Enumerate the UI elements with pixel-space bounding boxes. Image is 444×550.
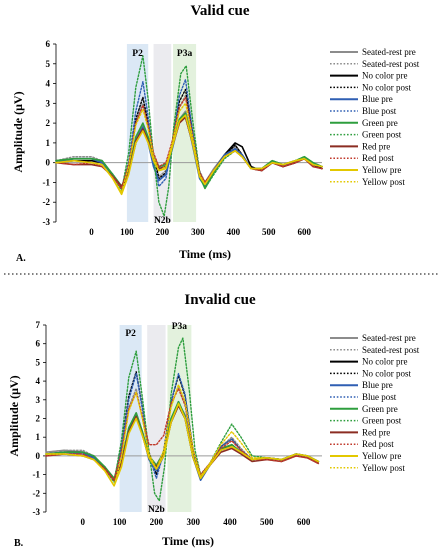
panel-title: Invalid cue <box>184 292 256 308</box>
y-tick-label: 7 <box>36 320 41 330</box>
window-n2b <box>153 44 172 222</box>
valid-cue-panel: Valid cue A. Time (ms) Amplitude (μV) -3… <box>11 3 420 264</box>
series-line <box>55 102 323 194</box>
y-tick-label: 6 <box>46 39 51 49</box>
panel-label: A. <box>16 253 26 264</box>
y-axis-label: Amplitude (μV) <box>7 375 21 456</box>
component-label: P2 <box>125 329 136 339</box>
legend-label: Red post <box>362 153 394 163</box>
y-tick-label: 4 <box>46 79 51 89</box>
x-tick-label: 200 <box>150 517 164 527</box>
panel-title: Valid cue <box>190 3 249 19</box>
legend-label: Red post <box>362 439 394 449</box>
x-tick-label: 0 <box>89 227 94 237</box>
y-tick-label: 0 <box>46 158 51 168</box>
x-tick-label: 100 <box>113 517 127 527</box>
y-tick-label: -1 <box>43 177 51 187</box>
legend-label: Yellow post <box>362 463 405 473</box>
x-tick-label: 600 <box>298 227 312 237</box>
y-tick-label: -2 <box>33 488 41 498</box>
x-tick-label: 500 <box>260 517 274 527</box>
y-tick-label: 2 <box>46 118 51 128</box>
legend-label: No color pre <box>362 71 407 81</box>
legend-label: Blue pre <box>362 380 393 390</box>
legend-label: Yellow post <box>362 177 405 187</box>
component-label: P2 <box>132 49 143 59</box>
y-tick-label: 4 <box>36 376 41 386</box>
x-tick-label: 500 <box>262 227 276 237</box>
legend-label: No color post <box>362 368 411 378</box>
legend-label: Green post <box>362 130 402 140</box>
x-tick-label: 100 <box>120 227 134 237</box>
legend-label: Yellow pre <box>362 165 401 175</box>
legend-label: Seated-rest post <box>362 59 420 69</box>
series-line <box>55 114 323 196</box>
invalid-cue-panel: Invalid cue B. Time (ms) Amplitude (μV) … <box>7 292 420 549</box>
y-tick-label: 5 <box>46 59 51 69</box>
x-tick-label: 300 <box>186 517 200 527</box>
x-tick-label: 0 <box>81 517 86 527</box>
y-tick-label: 3 <box>36 395 41 405</box>
y-tick-label: 3 <box>46 98 51 108</box>
y-axis-label: Amplitude (μV) <box>11 91 25 172</box>
y-tick-label: 6 <box>36 339 41 349</box>
x-tick-label: 200 <box>156 227 170 237</box>
x-tick-label: 300 <box>191 227 205 237</box>
x-axis-label: Time (ms) <box>162 534 214 548</box>
component-label: N2b <box>154 216 171 226</box>
y-tick-label: 1 <box>46 138 51 148</box>
legend-label: Blue post <box>362 106 397 116</box>
legend-label: Green pre <box>362 118 398 128</box>
component-label: P3a <box>172 322 188 332</box>
x-tick-label: 400 <box>227 227 241 237</box>
window-n2b <box>147 325 166 512</box>
legend-label: Seated-rest pre <box>362 47 416 57</box>
y-tick-label: -2 <box>43 197 51 207</box>
legend-label: Blue post <box>362 392 397 402</box>
legend-label: No color post <box>362 82 411 92</box>
y-tick-label: 0 <box>36 451 41 461</box>
legend-label: Red pre <box>362 427 390 437</box>
legend-label: Yellow pre <box>362 451 401 461</box>
legend-label: Red pre <box>362 141 390 151</box>
series-line <box>45 337 319 502</box>
y-tick-label: -1 <box>33 470 41 480</box>
panel-label: B. <box>14 538 24 549</box>
legend-label: Green pre <box>362 404 398 414</box>
component-label: P3a <box>177 49 193 59</box>
y-tick-label: -3 <box>33 507 41 517</box>
series-line <box>45 384 319 487</box>
y-tick-label: 1 <box>36 432 41 442</box>
window-p3a <box>167 325 192 512</box>
legend-label: Green post <box>362 416 402 426</box>
component-label: N2b <box>148 505 165 515</box>
x-tick-label: 400 <box>223 517 237 527</box>
y-tick-label: 2 <box>36 414 41 424</box>
x-axis-label: Time (ms) <box>179 247 231 261</box>
y-tick-label: 5 <box>36 357 41 367</box>
legend-label: Blue pre <box>362 94 393 104</box>
legend-label: Seated-rest post <box>362 345 420 355</box>
x-tick-label: 600 <box>297 517 311 527</box>
legend-label: Seated-rest pre <box>362 333 416 343</box>
y-tick-label: -3 <box>43 217 51 227</box>
legend-label: No color pre <box>362 357 407 367</box>
